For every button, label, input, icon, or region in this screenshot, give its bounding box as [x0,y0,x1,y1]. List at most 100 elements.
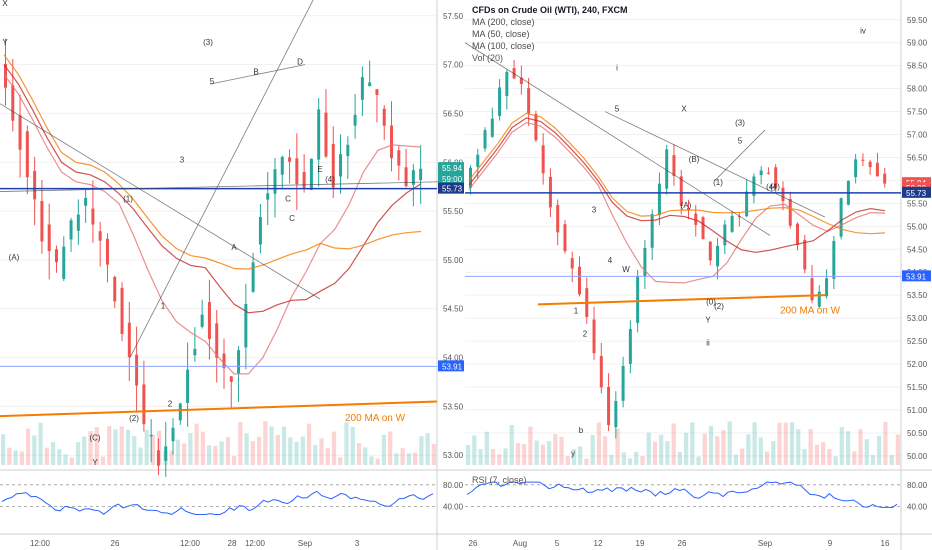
volume-bar [870,455,876,465]
y-tick-label: 57.00 [443,61,464,70]
trend-line [209,64,306,85]
candle-body [687,208,690,210]
rsi-tick-label: 40.00 [907,502,928,511]
annotation-label: 200 MA on W [345,413,406,424]
wave-label: (C) [89,434,100,443]
wave-label: (1) [713,178,723,187]
ma100-line [3,64,422,314]
candle-body [672,155,676,176]
candle-body [607,386,611,426]
candle-body [570,258,574,269]
candle-body [404,167,408,187]
candle-body [397,150,401,166]
volume-bar [413,452,418,465]
volume-bar [808,429,813,465]
y-tick-label: 55.50 [443,207,464,216]
volume-bar [478,449,483,465]
volume-bar [119,426,124,465]
legend-ma100: MA (100, close) [472,41,535,51]
candle-body [295,158,299,184]
right-chart[interactable]: 59.5059.0058.5058.0057.5057.0056.5056.00… [465,0,932,550]
candle-body [875,162,879,177]
volume-bar [484,431,489,465]
volume-bar [522,444,527,465]
wave-label: b [579,426,584,435]
candle-body [193,348,197,356]
price-badge [438,360,464,372]
price-badge-text: 55.94 [442,164,463,173]
ma50-line [3,74,422,375]
volume-bar [534,440,539,465]
y-tick-label: 51.50 [907,383,928,392]
volume-bar [615,428,620,465]
volume-bar [528,426,533,465]
volume-bar [381,434,387,465]
trend-line [129,0,314,358]
left-chart[interactable]: 57.5057.0056.5056.0055.5055.0054.5054.00… [0,0,465,550]
y-tick-label: 56.50 [443,109,464,118]
candle-body [512,68,516,79]
volume-bar [889,455,894,465]
candle-body [519,77,523,85]
panel-bg [465,0,932,550]
candle-body [745,191,749,217]
volume-bar [596,422,602,465]
volume-bar [721,430,726,465]
candle-body [665,149,669,189]
volume-bar [796,429,801,465]
volume-bar [400,448,405,465]
volume-bar [515,442,521,465]
volume-bar [715,436,720,465]
candle-body [832,240,836,279]
y-tick-label: 58.50 [907,62,928,71]
candle-body [599,355,603,388]
x-tick-label: 5 [555,539,560,548]
volume-bar [207,445,212,465]
y-tick-label: 53.00 [907,314,928,323]
volume-bar [590,434,595,465]
volume-bar [696,456,701,465]
volume-bar [44,447,49,465]
candle-body [476,154,480,167]
volume-bar [238,422,243,465]
ma200-weekly-line [0,400,438,418]
volume-bar [802,449,807,465]
volume-bar [497,454,502,465]
volume-bar [1,434,6,465]
candle-body [120,287,124,334]
wave-label: D [297,58,303,67]
y-tick-label: 56.50 [907,153,928,162]
x-tick-label: 19 [636,539,645,548]
volume-bar [32,435,37,465]
candle-body [47,224,51,252]
volume-bar [175,439,181,465]
ma200-weekly-line [537,294,826,306]
volume-bar [845,431,851,465]
volume-bar [250,441,255,465]
volume-bar [746,434,751,465]
candle-body [730,215,734,232]
volume-bar [331,431,337,465]
volume-bar [839,427,844,465]
wave-label: (2) [129,414,139,423]
wave-label: (4) [770,183,780,192]
volume-bar [313,445,318,465]
y-tick-label: 55.50 [907,199,928,208]
volume-bar [733,454,739,465]
volume-bar [852,451,857,465]
candle-body [18,115,22,150]
candle-body [178,403,182,421]
y-tick-label: 59.00 [907,39,928,48]
volume-bar [394,453,399,465]
wave-label: C [289,214,295,223]
candle-body [657,183,661,216]
x-tick-label: Sep [758,539,773,548]
candle-body [11,85,15,121]
volume-bar [503,448,508,465]
candle-body [419,168,423,181]
candle-body [556,204,560,233]
wave-label: iv [860,27,866,36]
x-tick-label: 9 [828,539,833,548]
x-tick-label: 12:00 [245,539,266,548]
